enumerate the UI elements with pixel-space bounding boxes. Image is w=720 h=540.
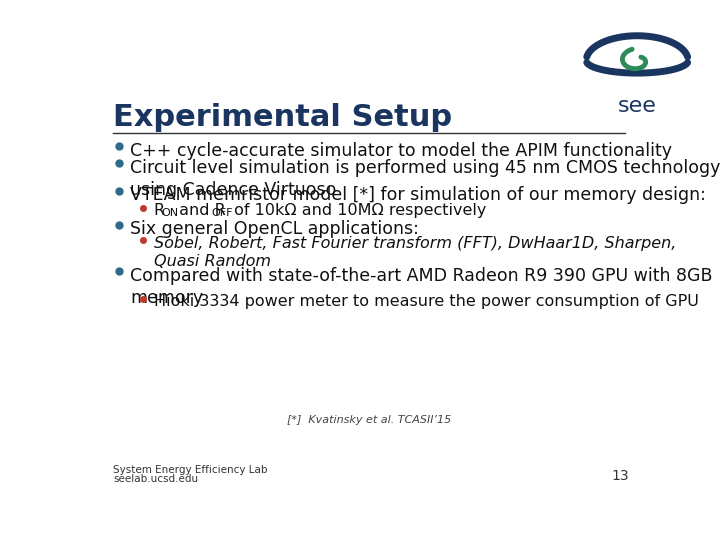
Text: VTEAM memristor model [*] for simulation of our memory design:: VTEAM memristor model [*] for simulation… [130, 186, 706, 205]
Text: and R: and R [174, 204, 226, 218]
Text: 13: 13 [611, 469, 629, 483]
Text: Sobel, Robert, Fast Fourier transform (FFT), DwHaar1D, Sharpen,
Quasi Random: Sobel, Robert, Fast Fourier transform (F… [153, 236, 676, 269]
Text: R: R [153, 204, 165, 218]
Text: ON: ON [161, 208, 179, 218]
Text: see: see [618, 96, 657, 116]
Text: [*]  Kvatinsky et al. TCASII’15: [*] Kvatinsky et al. TCASII’15 [287, 415, 451, 425]
Text: Hioki 3334 power meter to measure the power consumption of GPU: Hioki 3334 power meter to measure the po… [153, 294, 698, 309]
Text: C++ cycle-accurate simulator to model the APIM functionality: C++ cycle-accurate simulator to model th… [130, 142, 672, 160]
Text: Six general OpenCL applications:: Six general OpenCL applications: [130, 220, 419, 238]
Text: Experimental Setup: Experimental Setup [113, 103, 452, 132]
Text: OFF: OFF [212, 208, 233, 218]
Text: of 10kΩ and 10MΩ respectively: of 10kΩ and 10MΩ respectively [229, 204, 486, 218]
Text: System Energy Efficiency Lab: System Energy Efficiency Lab [113, 465, 268, 475]
Text: seelab.ucsd.edu: seelab.ucsd.edu [113, 475, 199, 484]
Text: Compared with state-of-the-art AMD Radeon R9 390 GPU with 8GB
memory: Compared with state-of-the-art AMD Radeo… [130, 267, 713, 307]
Text: Circuit level simulation is performed using 45 nm CMOS technology
using Cadence : Circuit level simulation is performed us… [130, 159, 720, 199]
